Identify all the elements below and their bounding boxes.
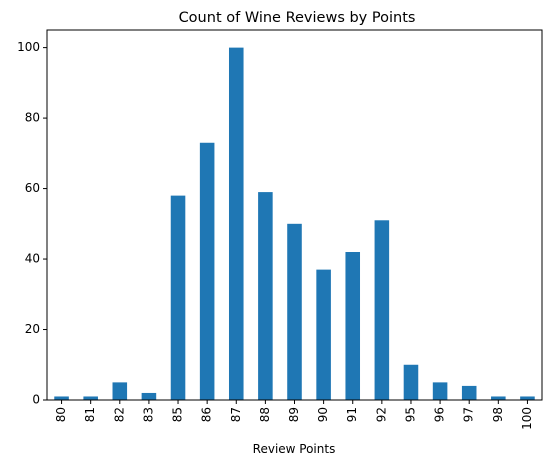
x-tick-label: 86 — [200, 407, 214, 422]
x-axis-label: Review Points — [253, 442, 336, 456]
x-axis: 80 81 82 83 85 86 87 88 89 90 91 92 95 96 97 98 100 — [54, 400, 534, 430]
x-tick-label: 80 — [54, 407, 68, 422]
x-tick-label: 88 — [258, 407, 272, 422]
y-tick-label: 40 — [25, 252, 40, 266]
bar-91 — [345, 252, 361, 400]
bar-83 — [141, 392, 157, 400]
bar-82 — [112, 382, 128, 400]
x-tick-label: 87 — [229, 407, 243, 422]
plot-frame — [46, 29, 543, 401]
bar-92 — [374, 220, 390, 400]
y-tick-label: 60 — [25, 181, 40, 195]
bar-100 — [520, 396, 535, 400]
bar-95 — [403, 364, 419, 400]
x-tick-label: 81 — [83, 407, 97, 422]
y-tick-label: 0 — [32, 393, 40, 407]
x-tick-label: 85 — [171, 407, 185, 422]
x-tick-label: 98 — [491, 407, 505, 422]
x-tick-label: 83 — [141, 407, 155, 422]
x-tick-label: 97 — [462, 407, 476, 422]
bar-80 — [54, 396, 69, 400]
bar-98 — [491, 396, 506, 400]
x-tick-label: 82 — [112, 407, 126, 422]
bar-81 — [83, 396, 98, 400]
bar-96 — [432, 382, 448, 400]
x-tick-label: 95 — [403, 407, 417, 422]
y-tick-label: 20 — [25, 322, 40, 336]
bar-86 — [199, 142, 215, 400]
chart-title: Count of Wine Reviews by Points — [179, 10, 416, 26]
bar-85 — [170, 195, 186, 400]
y-axis: 0 20 40 60 80 100 — [17, 40, 47, 407]
x-tick-label: 90 — [316, 407, 330, 422]
x-tick-label: 96 — [433, 407, 447, 422]
x-tick-label: 100 — [520, 407, 534, 430]
y-tick-label: 100 — [17, 40, 40, 54]
x-tick-label: 92 — [374, 407, 388, 422]
bars-group — [54, 47, 535, 400]
x-tick-label: 89 — [287, 407, 301, 422]
bar-89 — [287, 223, 302, 400]
bar-87 — [228, 47, 244, 400]
y-tick-label: 80 — [25, 111, 40, 125]
bar-90 — [316, 269, 331, 400]
bar-97 — [461, 385, 477, 400]
x-tick-label: 91 — [345, 407, 359, 422]
bar-88 — [258, 192, 273, 400]
